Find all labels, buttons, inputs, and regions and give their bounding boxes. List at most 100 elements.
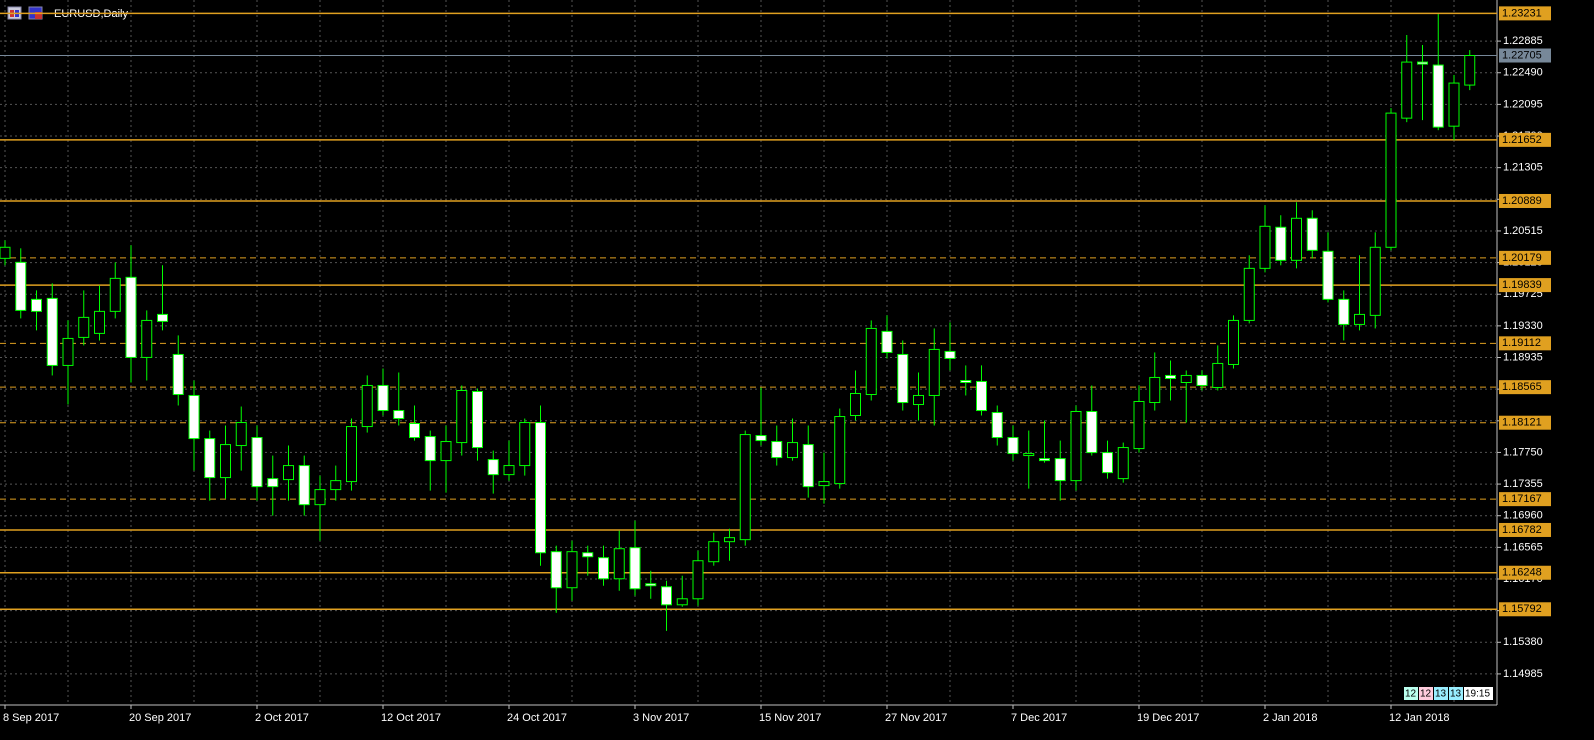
candle-body xyxy=(1023,453,1035,457)
status-tag-box xyxy=(1449,687,1463,700)
candle-body xyxy=(0,246,11,259)
candle-body xyxy=(283,465,294,481)
candle-body xyxy=(125,276,137,358)
candle-body xyxy=(1039,458,1050,462)
level-label-box xyxy=(1499,565,1551,580)
level-label: 1.16782 xyxy=(1502,524,1542,536)
candle-body xyxy=(724,537,735,543)
candle-body xyxy=(346,426,357,483)
candle-body xyxy=(1259,225,1271,269)
candle-body xyxy=(1133,400,1145,450)
candle-body xyxy=(409,423,420,439)
candle-body xyxy=(1354,313,1365,325)
candle-body xyxy=(172,353,184,396)
candle-body xyxy=(1401,61,1413,119)
candle-body xyxy=(393,410,405,420)
x-tick-label: 2 Jan 2018 xyxy=(1263,712,1317,724)
level-label: 1.20179 xyxy=(1502,252,1542,264)
y-tick-label: 1.18935 xyxy=(1503,351,1543,363)
current-price-label: 1.22705 xyxy=(1502,49,1542,61)
candle-body xyxy=(1117,447,1129,480)
candle-body xyxy=(944,350,956,359)
y-tick-label: 1.14985 xyxy=(1503,668,1543,680)
candle-body xyxy=(802,444,814,488)
status-tag-box xyxy=(1404,687,1418,700)
level-label: 1.16248 xyxy=(1502,567,1542,579)
level-label: 1.15792 xyxy=(1502,603,1542,615)
candle-body xyxy=(204,438,216,479)
candle-body xyxy=(566,551,578,589)
level-label-box xyxy=(1499,602,1551,617)
candle-body xyxy=(1212,362,1224,388)
candle-body xyxy=(1306,217,1318,251)
candle-body xyxy=(109,277,121,312)
level-label: 1.20889 xyxy=(1502,195,1542,207)
level-label-box xyxy=(1499,336,1551,351)
y-tick-label: 1.22885 xyxy=(1503,35,1543,47)
candle-body xyxy=(1196,374,1208,386)
level-label: 1.21652 xyxy=(1502,134,1542,146)
candle-body xyxy=(629,547,641,590)
candle-body xyxy=(991,412,1003,439)
x-tick-label: 27 Nov 2017 xyxy=(885,712,947,724)
current-price-box xyxy=(1499,48,1551,63)
candle-body xyxy=(1243,267,1255,321)
candle-body xyxy=(850,392,861,417)
candle-body xyxy=(314,489,326,506)
candle-body xyxy=(865,327,877,396)
candle-body xyxy=(440,441,452,462)
candle-body xyxy=(62,337,74,366)
candle-body xyxy=(1432,64,1444,128)
status-tag: 12 xyxy=(1420,689,1432,700)
candle-body xyxy=(472,390,483,449)
candle-body xyxy=(487,459,499,476)
level-label-box xyxy=(1499,132,1551,147)
candle-body xyxy=(377,384,389,412)
candle-body xyxy=(1322,250,1334,300)
candle-body xyxy=(739,434,751,541)
y-tick-label: 1.15380 xyxy=(1503,636,1543,648)
candle-body xyxy=(235,422,247,447)
candle-body xyxy=(267,478,279,488)
y-tick-label: 1.22095 xyxy=(1503,98,1543,110)
y-tick-label: 1.17750 xyxy=(1503,446,1543,458)
candle-body xyxy=(535,422,546,554)
x-tick-label: 3 Nov 2017 xyxy=(633,712,689,724)
candle-body xyxy=(582,552,594,558)
candle-body xyxy=(46,297,58,366)
status-tag: 13 xyxy=(1450,689,1462,700)
level-label: 1.17167 xyxy=(1502,493,1542,505)
candle-body xyxy=(598,557,609,580)
y-tick-label: 1.16960 xyxy=(1503,510,1543,522)
level-label-box xyxy=(1499,250,1551,265)
x-tick-label: 12 Oct 2017 xyxy=(381,712,441,724)
candle-body xyxy=(330,480,342,491)
level-label-box xyxy=(1499,6,1551,21)
level-label-box xyxy=(1499,522,1551,537)
y-tick-label: 1.17355 xyxy=(1503,478,1543,490)
candle-body xyxy=(755,435,767,442)
level-label: 1.18121 xyxy=(1502,417,1542,429)
candle-body xyxy=(78,316,90,338)
candle-body xyxy=(94,310,105,334)
candle-body xyxy=(692,560,704,600)
candle-body xyxy=(1180,374,1192,383)
status-tag: 12 xyxy=(1405,689,1417,700)
candle-body xyxy=(1165,374,1176,379)
y-tick-label: 1.19330 xyxy=(1503,320,1543,332)
candle-body xyxy=(834,416,846,485)
candle-body xyxy=(1464,55,1476,86)
candle-body xyxy=(188,394,200,440)
x-tick-label: 2 Oct 2017 xyxy=(255,712,309,724)
candle-body xyxy=(157,313,168,322)
level-label-box xyxy=(1499,193,1551,208)
y-tick-label: 1.21305 xyxy=(1503,162,1543,174)
y-tick-label: 1.16565 xyxy=(1503,541,1543,553)
candle-body xyxy=(1228,319,1239,365)
x-tick-label: 7 Dec 2017 xyxy=(1011,712,1067,724)
status-tag-box xyxy=(1419,687,1433,700)
x-tick-label: 8 Sep 2017 xyxy=(3,712,59,724)
x-tick-label: 24 Oct 2017 xyxy=(507,712,567,724)
candle-body xyxy=(550,551,562,589)
